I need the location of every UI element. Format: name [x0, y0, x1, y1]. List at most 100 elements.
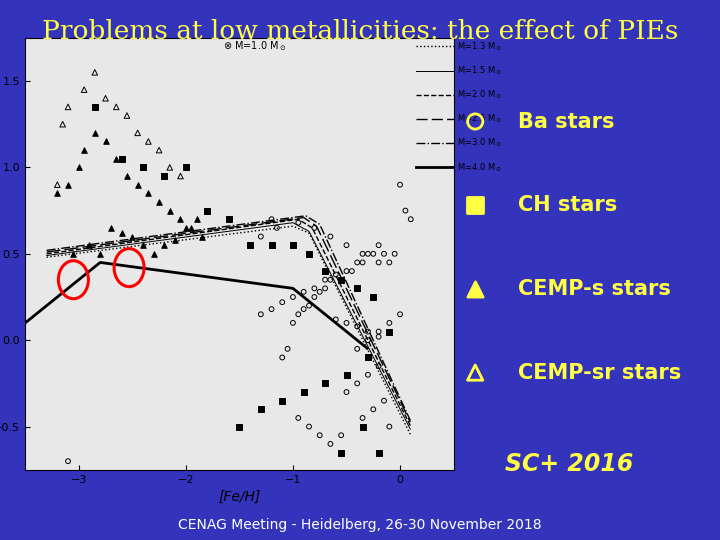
- Point: [378, 396, 390, 405]
- Point: [362, 327, 374, 336]
- Point: [351, 258, 363, 267]
- Text: $\otimes$ M=1.0 M$_\odot$: $\otimes$ M=1.0 M$_\odot$: [223, 39, 287, 53]
- Point: [292, 414, 304, 422]
- Point: [138, 241, 149, 249]
- Point: [78, 146, 90, 154]
- Text: CH stars: CH stars: [518, 195, 618, 215]
- Point: [62, 103, 73, 111]
- Point: [100, 137, 112, 146]
- Point: [309, 284, 320, 293]
- Point: [384, 258, 395, 267]
- Point: [373, 327, 384, 336]
- Point: [89, 68, 101, 77]
- X-axis label: [Fe/H]: [Fe/H]: [218, 490, 261, 504]
- Point: [223, 215, 235, 224]
- Point: [153, 198, 165, 206]
- Point: [341, 267, 352, 275]
- Point: [351, 345, 363, 353]
- Point: [287, 293, 299, 301]
- Point: [325, 232, 336, 241]
- Point: [153, 146, 165, 154]
- Point: [143, 189, 154, 198]
- Point: [309, 293, 320, 301]
- Point: [357, 422, 369, 431]
- Text: M=2.0 M$_\odot$: M=2.0 M$_\odot$: [456, 89, 502, 101]
- Point: [395, 180, 406, 189]
- Point: [373, 362, 384, 370]
- Point: [73, 163, 84, 172]
- Text: M=3.0 M$_\odot$: M=3.0 M$_\odot$: [456, 137, 502, 150]
- Point: [362, 370, 374, 379]
- Point: [266, 241, 277, 249]
- Point: [320, 284, 331, 293]
- Point: [164, 206, 176, 215]
- Point: [309, 224, 320, 232]
- Point: [186, 224, 197, 232]
- Point: [116, 229, 127, 238]
- Point: [303, 422, 315, 431]
- Point: [336, 275, 347, 284]
- Point: [62, 180, 73, 189]
- Point: [298, 388, 310, 396]
- Point: [68, 249, 79, 258]
- Text: M=1.3 M$_\odot$: M=1.3 M$_\odot$: [456, 40, 502, 53]
- Point: [271, 224, 283, 232]
- Point: [121, 172, 132, 180]
- Point: [351, 379, 363, 388]
- Text: M=2.5 M$_\odot$: M=2.5 M$_\odot$: [456, 113, 502, 125]
- Point: [138, 163, 149, 172]
- Point: [469, 117, 481, 126]
- Point: [143, 137, 154, 146]
- Point: [110, 154, 122, 163]
- Point: [384, 422, 395, 431]
- Point: [320, 379, 331, 388]
- Point: [282, 345, 293, 353]
- Point: [320, 275, 331, 284]
- Point: [320, 267, 331, 275]
- Point: [469, 368, 481, 377]
- Point: [303, 301, 315, 310]
- Point: [314, 287, 325, 296]
- Point: [346, 267, 358, 275]
- Point: [78, 85, 90, 94]
- Point: [158, 241, 170, 249]
- Point: [62, 457, 73, 465]
- Point: [121, 111, 132, 120]
- Point: [400, 206, 411, 215]
- Point: [362, 249, 374, 258]
- Point: [367, 293, 379, 301]
- Text: Problems at low metallicities: the effect of PIEs: Problems at low metallicities: the effec…: [42, 19, 678, 44]
- Point: [341, 241, 352, 249]
- Point: [357, 414, 369, 422]
- Text: CEMP-s stars: CEMP-s stars: [518, 279, 671, 299]
- Point: [175, 172, 186, 180]
- Point: [132, 129, 143, 137]
- Point: [351, 322, 363, 330]
- Point: [169, 235, 181, 244]
- Point: [148, 249, 160, 258]
- Point: [110, 103, 122, 111]
- Point: [469, 285, 481, 293]
- Point: [336, 448, 347, 457]
- Point: [362, 353, 374, 362]
- Point: [287, 241, 299, 249]
- Point: [202, 206, 213, 215]
- Point: [255, 232, 266, 241]
- Point: [373, 241, 384, 249]
- Text: Ba stars: Ba stars: [518, 111, 615, 132]
- Point: [298, 305, 310, 313]
- Point: [367, 249, 379, 258]
- Point: [276, 396, 288, 405]
- Point: [341, 319, 352, 327]
- Point: [127, 232, 138, 241]
- Point: [395, 310, 406, 319]
- Point: [287, 319, 299, 327]
- Point: [276, 353, 288, 362]
- Point: [255, 405, 266, 414]
- Point: [405, 215, 416, 224]
- Point: [52, 180, 63, 189]
- Point: [52, 189, 63, 198]
- Point: [116, 154, 127, 163]
- Point: [57, 120, 68, 129]
- Point: [292, 310, 304, 319]
